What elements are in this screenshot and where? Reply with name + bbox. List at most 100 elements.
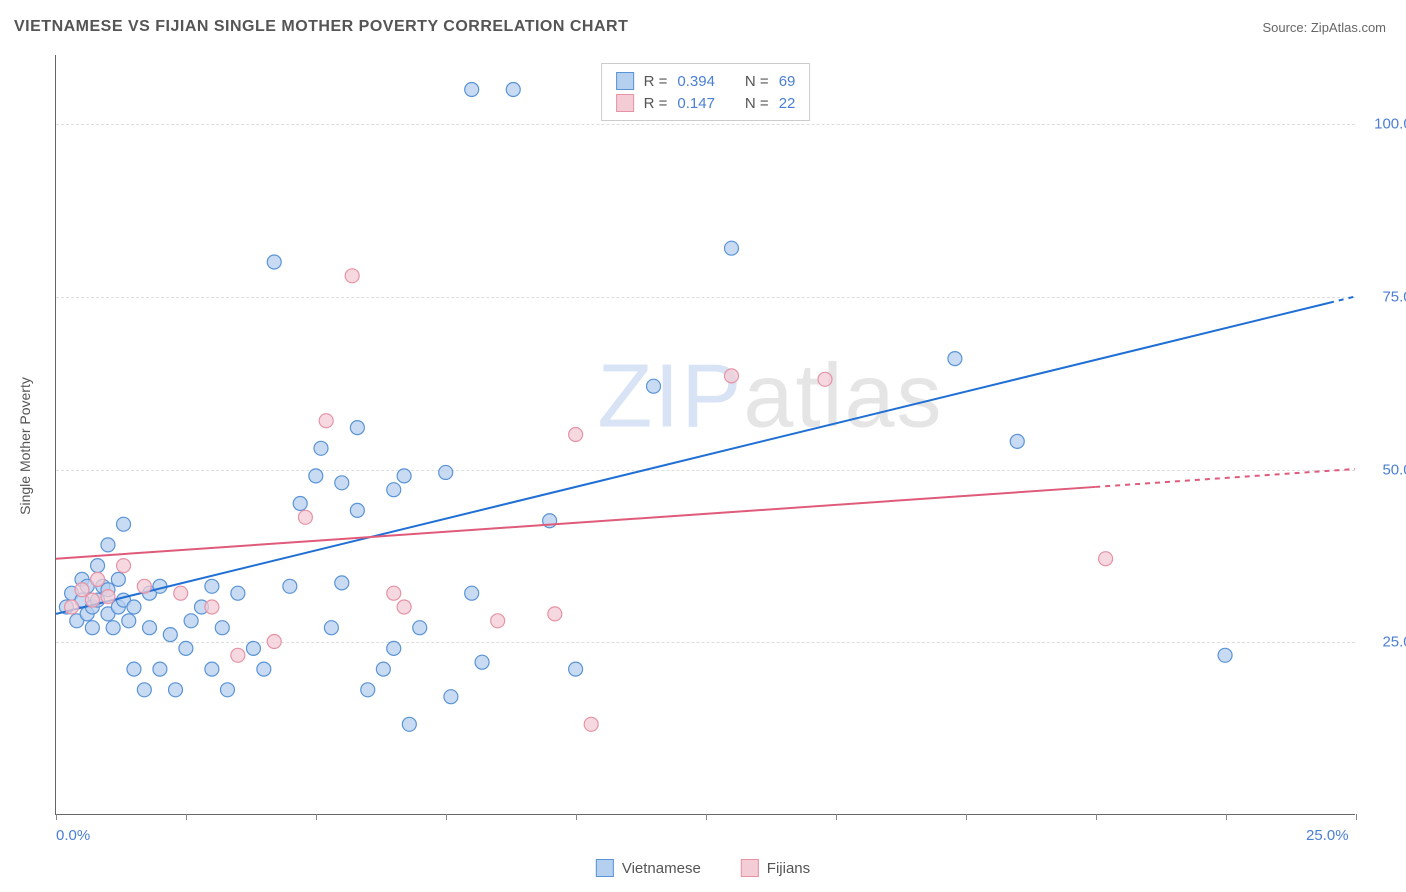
x-tick xyxy=(1096,814,1097,820)
legend-label-vietnamese: Vietnamese xyxy=(622,860,701,877)
data-point-vietnamese xyxy=(283,579,297,593)
data-point-vietnamese xyxy=(402,717,416,731)
r-label: R = xyxy=(644,73,668,90)
data-point-vietnamese xyxy=(205,579,219,593)
data-point-vietnamese xyxy=(387,641,401,655)
legend-swatch-vietnamese xyxy=(596,859,614,877)
x-tick xyxy=(1356,814,1357,820)
data-point-vietnamese xyxy=(387,483,401,497)
regression-line-fijians xyxy=(56,487,1095,559)
y-tick-label: 25.0% xyxy=(1382,634,1406,651)
data-point-vietnamese xyxy=(647,379,661,393)
data-point-vietnamese xyxy=(376,662,390,676)
data-point-fijians xyxy=(548,607,562,621)
data-point-fijians xyxy=(85,593,99,607)
data-point-vietnamese xyxy=(257,662,271,676)
legend-label-fijians: Fijians xyxy=(767,860,810,877)
data-point-vietnamese xyxy=(267,255,281,269)
x-tick xyxy=(836,814,837,820)
data-point-fijians xyxy=(319,414,333,428)
regression-line-vietnamese xyxy=(56,303,1329,614)
data-point-fijians xyxy=(387,586,401,600)
y-tick-label: 100.0% xyxy=(1374,116,1406,133)
data-point-vietnamese xyxy=(137,683,151,697)
series-legend: Vietnamese Fijians xyxy=(596,859,810,877)
data-point-fijians xyxy=(397,600,411,614)
data-point-vietnamese xyxy=(444,690,458,704)
legend-item-vietnamese: Vietnamese xyxy=(596,859,701,877)
data-point-vietnamese xyxy=(179,641,193,655)
legend-swatch-fijians xyxy=(741,859,759,877)
data-point-vietnamese xyxy=(91,559,105,573)
data-point-vietnamese xyxy=(475,655,489,669)
data-point-fijians xyxy=(818,372,832,386)
plot-area: ZIPatlas 25.0%50.0%75.0%100.0% 0.0%25.0%… xyxy=(55,55,1355,815)
data-point-vietnamese xyxy=(413,621,427,635)
n-label: N = xyxy=(745,95,769,112)
scatter-plot-svg xyxy=(56,55,1355,814)
data-point-vietnamese xyxy=(101,538,115,552)
legend-row-vietnamese: R = 0.394 N = 69 xyxy=(616,70,796,92)
data-point-vietnamese xyxy=(169,683,183,697)
legend-row-fijians: R = 0.147 N = 22 xyxy=(616,92,796,114)
legend-item-fijians: Fijians xyxy=(741,859,810,877)
y-tick-label: 50.0% xyxy=(1382,461,1406,478)
data-point-fijians xyxy=(724,369,738,383)
x-tick xyxy=(706,814,707,820)
r-value-vietnamese: 0.394 xyxy=(677,73,715,90)
data-point-fijians xyxy=(298,510,312,524)
correlation-legend: R = 0.394 N = 69 R = 0.147 N = 22 xyxy=(601,63,811,121)
legend-swatch-fijians xyxy=(616,94,634,112)
data-point-vietnamese xyxy=(724,241,738,255)
data-point-vietnamese xyxy=(246,641,260,655)
data-point-fijians xyxy=(117,559,131,573)
data-point-vietnamese xyxy=(361,683,375,697)
data-point-vietnamese xyxy=(465,83,479,97)
x-tick-label: 25.0% xyxy=(1306,827,1349,844)
data-point-vietnamese xyxy=(205,662,219,676)
regression-line-dash-fijians xyxy=(1095,469,1355,487)
data-point-vietnamese xyxy=(465,586,479,600)
data-point-vietnamese xyxy=(350,503,364,517)
data-point-vietnamese xyxy=(111,572,125,586)
n-value-vietnamese: 69 xyxy=(779,73,796,90)
x-tick xyxy=(316,814,317,820)
data-point-vietnamese xyxy=(1218,648,1232,662)
data-point-vietnamese xyxy=(1010,434,1024,448)
data-point-vietnamese xyxy=(220,683,234,697)
data-point-fijians xyxy=(569,428,583,442)
data-point-vietnamese xyxy=(143,621,157,635)
data-point-vietnamese xyxy=(397,469,411,483)
data-point-fijians xyxy=(584,717,598,731)
x-tick xyxy=(56,814,57,820)
data-point-vietnamese xyxy=(506,83,520,97)
data-point-vietnamese xyxy=(948,352,962,366)
data-point-vietnamese xyxy=(314,441,328,455)
legend-swatch-vietnamese xyxy=(616,72,634,90)
chart-container: VIETNAMESE VS FIJIAN SINGLE MOTHER POVER… xyxy=(0,0,1406,892)
data-point-fijians xyxy=(1099,552,1113,566)
data-point-vietnamese xyxy=(293,497,307,511)
data-point-vietnamese xyxy=(569,662,583,676)
data-point-vietnamese xyxy=(153,662,167,676)
data-point-fijians xyxy=(91,572,105,586)
data-point-vietnamese xyxy=(85,621,99,635)
data-point-fijians xyxy=(231,648,245,662)
data-point-vietnamese xyxy=(439,465,453,479)
data-point-vietnamese xyxy=(215,621,229,635)
data-point-vietnamese xyxy=(350,421,364,435)
x-tick xyxy=(446,814,447,820)
data-point-fijians xyxy=(65,600,79,614)
data-point-vietnamese xyxy=(106,621,120,635)
data-point-fijians xyxy=(137,579,151,593)
x-tick xyxy=(966,814,967,820)
y-tick-label: 75.0% xyxy=(1382,288,1406,305)
data-point-fijians xyxy=(101,590,115,604)
data-point-fijians xyxy=(345,269,359,283)
n-value-fijians: 22 xyxy=(779,95,796,112)
r-label: R = xyxy=(644,95,668,112)
source-attribution: Source: ZipAtlas.com xyxy=(1262,20,1386,35)
data-point-vietnamese xyxy=(335,576,349,590)
data-point-vietnamese xyxy=(324,621,338,635)
regression-line-dash-vietnamese xyxy=(1329,297,1355,303)
